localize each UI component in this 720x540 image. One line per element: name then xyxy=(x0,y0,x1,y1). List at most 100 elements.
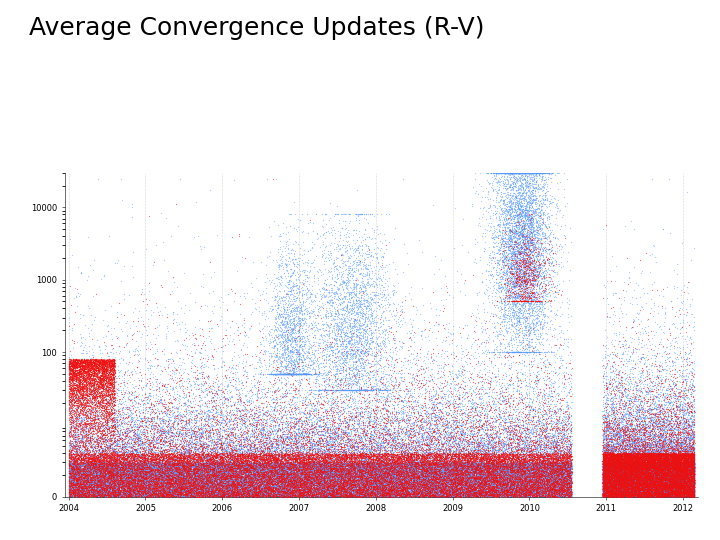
Point xyxy=(277,482,289,490)
Point xyxy=(107,488,119,497)
Point xyxy=(276,310,287,319)
Point xyxy=(269,477,280,486)
Point xyxy=(602,478,613,487)
Point xyxy=(310,472,321,481)
Point xyxy=(198,483,210,491)
Point xyxy=(612,472,624,481)
Point xyxy=(618,476,629,485)
Point xyxy=(422,467,433,476)
Point xyxy=(320,342,331,351)
Point xyxy=(104,482,116,491)
Point xyxy=(343,474,354,482)
Point xyxy=(607,492,618,501)
Point xyxy=(120,480,131,488)
Point xyxy=(635,461,647,469)
Point xyxy=(438,490,449,498)
Point xyxy=(181,470,193,479)
Point xyxy=(481,484,492,493)
Point xyxy=(630,465,642,474)
Point xyxy=(269,370,281,379)
Point xyxy=(345,484,356,492)
Point xyxy=(176,476,188,484)
Point xyxy=(194,390,205,399)
Point xyxy=(475,440,487,449)
Point xyxy=(451,487,463,495)
Point xyxy=(652,474,664,483)
Point xyxy=(287,487,298,496)
Point xyxy=(345,288,356,297)
Point xyxy=(682,452,693,461)
Point xyxy=(616,454,627,463)
Point xyxy=(174,462,186,470)
Point xyxy=(99,482,110,491)
Point xyxy=(526,475,537,483)
Point xyxy=(334,490,346,498)
Point xyxy=(361,456,373,465)
Point xyxy=(83,461,94,470)
Point xyxy=(648,454,660,462)
Point xyxy=(628,440,639,448)
Point xyxy=(534,211,546,220)
Point xyxy=(654,489,666,498)
Point xyxy=(602,467,613,476)
Point xyxy=(69,391,81,400)
Point xyxy=(284,475,296,484)
Point xyxy=(147,343,158,352)
Point xyxy=(686,481,698,489)
Point xyxy=(171,480,183,489)
Point xyxy=(535,474,546,482)
Point xyxy=(91,463,102,471)
Point xyxy=(528,207,539,215)
Point xyxy=(650,475,662,483)
Point xyxy=(63,375,75,383)
Point xyxy=(279,391,291,400)
Point xyxy=(433,486,444,495)
Point xyxy=(529,180,541,188)
Point xyxy=(547,464,559,473)
Point xyxy=(655,469,667,478)
Point xyxy=(669,475,680,484)
Point xyxy=(521,426,533,435)
Point xyxy=(426,474,438,482)
Point xyxy=(648,462,660,471)
Point xyxy=(678,461,690,469)
Point xyxy=(153,487,165,495)
Point xyxy=(530,492,541,501)
Point xyxy=(642,429,653,438)
Point xyxy=(334,470,346,478)
Point xyxy=(543,488,554,496)
Point xyxy=(158,460,169,468)
Point xyxy=(119,487,130,495)
Point xyxy=(266,456,277,464)
Point xyxy=(333,469,345,478)
Point xyxy=(268,465,279,474)
Point xyxy=(309,449,320,457)
Point xyxy=(426,473,438,482)
Point xyxy=(642,470,654,478)
Point xyxy=(684,455,696,464)
Point xyxy=(389,478,400,487)
Point xyxy=(356,459,368,468)
Point xyxy=(400,463,412,472)
Point xyxy=(542,440,554,449)
Point xyxy=(323,492,334,501)
Point xyxy=(136,472,148,481)
Point xyxy=(642,451,654,460)
Point xyxy=(68,474,80,482)
Point xyxy=(617,468,629,477)
Point xyxy=(616,453,627,461)
Point xyxy=(616,474,627,483)
Point xyxy=(274,460,286,469)
Point xyxy=(253,471,265,480)
Point xyxy=(603,454,615,462)
Point xyxy=(433,477,445,485)
Point xyxy=(344,476,356,484)
Point xyxy=(153,480,164,489)
Point xyxy=(284,481,296,489)
Point xyxy=(616,462,628,470)
Point xyxy=(122,477,133,485)
Point xyxy=(456,393,468,401)
Point xyxy=(518,168,530,177)
Point xyxy=(598,436,610,445)
Point xyxy=(670,455,682,463)
